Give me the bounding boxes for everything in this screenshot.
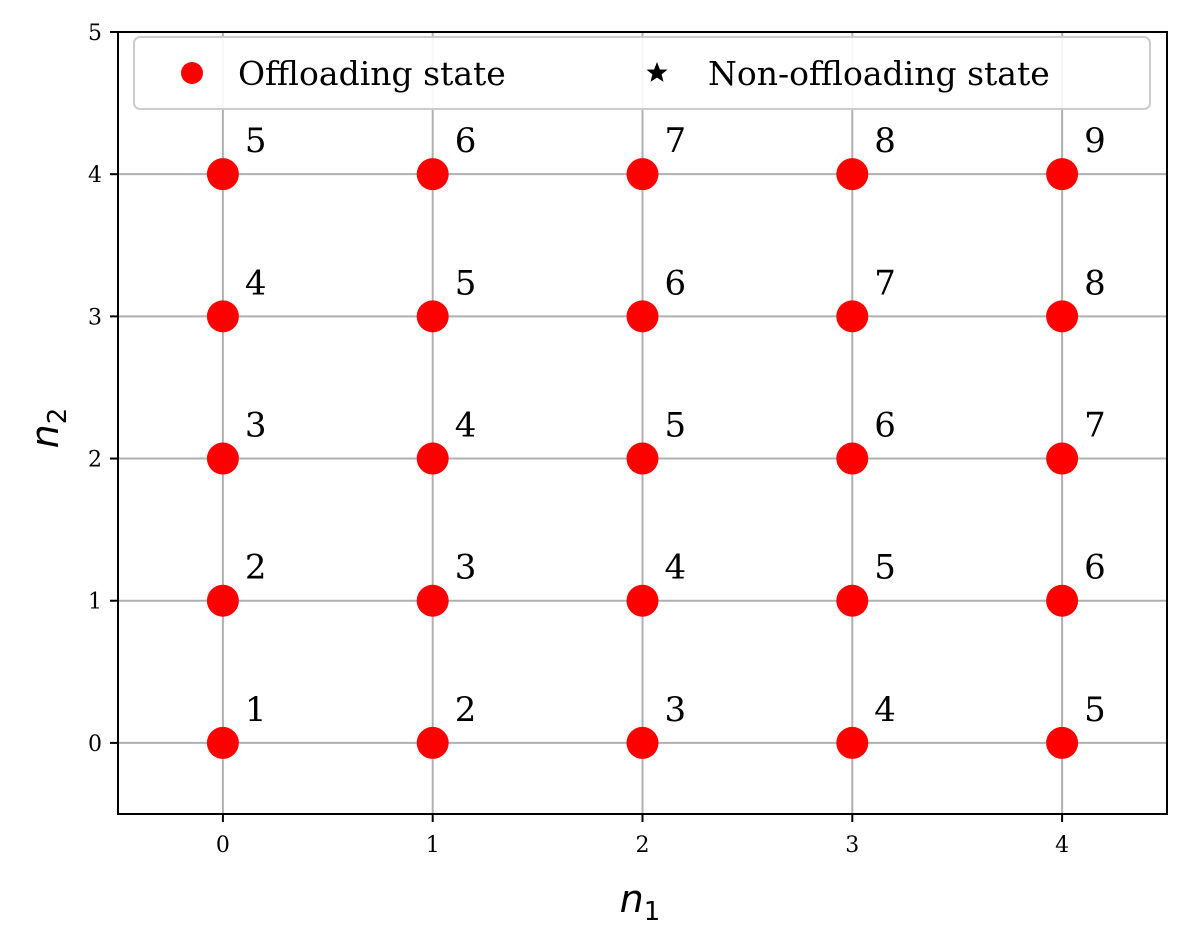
y-axis-label-base: n — [23, 424, 67, 448]
point-s0-1 — [416, 726, 449, 759]
point-s0-3 — [836, 726, 869, 759]
legend-item-offloading: Offloading state — [181, 54, 506, 93]
point-s0-2 — [626, 726, 659, 759]
point-label-s0-24: 9 — [1084, 121, 1106, 161]
point-s0-11 — [416, 442, 449, 475]
point-s0-23 — [836, 158, 869, 191]
point-label-s0-22: 7 — [665, 121, 687, 161]
point-label-s0-11: 4 — [455, 406, 477, 446]
point-s0-21 — [416, 158, 449, 191]
point-s0-10 — [206, 442, 239, 475]
point-label-s0-14: 7 — [1084, 406, 1106, 446]
point-label-s0-20: 5 — [245, 121, 267, 161]
y-tick-label-2: 2 — [88, 448, 102, 473]
legend-box — [133, 36, 1151, 110]
legend-label-non-offloading: Non-offloading state — [708, 54, 1050, 93]
point-label-s0-13: 6 — [874, 406, 896, 446]
legend-marker-offloading — [181, 62, 203, 84]
point-label-s0-9: 6 — [1084, 548, 1106, 588]
point-label-s0-10: 3 — [245, 406, 267, 446]
point-label-s0-6: 3 — [455, 548, 477, 588]
legend-label-offloading: Offloading state — [238, 54, 506, 93]
point-s0-16 — [416, 300, 449, 333]
point-s0-5 — [206, 584, 239, 617]
point-label-s0-7: 4 — [665, 548, 687, 588]
point-label-s0-23: 8 — [874, 121, 896, 161]
legend: Offloading state Non-offloading state — [133, 36, 1151, 110]
point-s0-9 — [1046, 584, 1079, 617]
y-tick-label-0: 0 — [88, 732, 102, 757]
y-tick-label-4: 4 — [88, 163, 102, 188]
x-tick-label-4: 4 — [1055, 833, 1069, 858]
x-axis-label-subscript: 1 — [644, 897, 661, 927]
x-axis-label-base: n — [620, 877, 644, 921]
x-tick-label-0: 0 — [216, 833, 230, 858]
x-tick-label-2: 2 — [636, 833, 650, 858]
legend-marker-non-offloading-star-icon — [646, 62, 668, 82]
y-tick-label-1: 1 — [88, 590, 102, 615]
point-label-s0-17: 6 — [665, 263, 687, 303]
y-tick-label-3: 3 — [88, 305, 102, 330]
point-label-s0-15: 4 — [245, 263, 267, 303]
point-label-s0-12: 5 — [665, 406, 687, 446]
legend-item-non-offloading: Non-offloading state — [646, 54, 1050, 93]
data-points — [206, 158, 1079, 759]
point-s0-6 — [416, 584, 449, 617]
point-label-s0-1: 2 — [455, 690, 477, 730]
point-label-s0-4: 5 — [1084, 690, 1106, 730]
point-s0-18 — [836, 300, 869, 333]
point-label-s0-8: 5 — [874, 548, 896, 588]
x-tick-label-1: 1 — [426, 833, 440, 858]
data-point-labels: 1 2 3 4 5 2 3 4 5 6 3 4 5 6 7 4 5 6 7 8 5 6 7 8 9 — [245, 121, 1106, 730]
x-tick-label-3: 3 — [845, 833, 859, 858]
point-label-s0-0: 1 — [245, 690, 267, 730]
point-s0-22 — [626, 158, 659, 191]
point-s0-17 — [626, 300, 659, 333]
point-label-s0-16: 5 — [455, 263, 477, 303]
point-label-s0-19: 8 — [1084, 263, 1106, 303]
point-s0-8 — [836, 584, 869, 617]
point-s0-7 — [626, 584, 659, 617]
point-s0-20 — [206, 158, 239, 191]
x-axis-ticks: 0 1 2 3 4 — [216, 814, 1069, 858]
point-label-s0-5: 2 — [245, 548, 267, 588]
y-axis-label: n2 — [23, 408, 73, 449]
point-s0-15 — [206, 300, 239, 333]
point-label-s0-21: 6 — [455, 121, 477, 161]
y-axis-ticks: 0 1 2 3 4 5 — [88, 21, 118, 757]
point-s0-12 — [626, 442, 659, 475]
point-s0-14 — [1046, 442, 1079, 475]
point-s0-24 — [1046, 158, 1079, 191]
y-tick-label-5: 5 — [88, 21, 102, 46]
y-axis-label-subscript: 2 — [43, 408, 73, 425]
point-s0-0 — [206, 726, 239, 759]
point-s0-19 — [1046, 300, 1079, 333]
point-s0-13 — [836, 442, 869, 475]
point-s0-4 — [1046, 726, 1079, 759]
point-label-s0-3: 4 — [874, 690, 896, 730]
point-label-s0-2: 3 — [665, 690, 687, 730]
x-axis-label: n1 — [620, 877, 661, 927]
point-label-s0-18: 7 — [874, 263, 896, 303]
